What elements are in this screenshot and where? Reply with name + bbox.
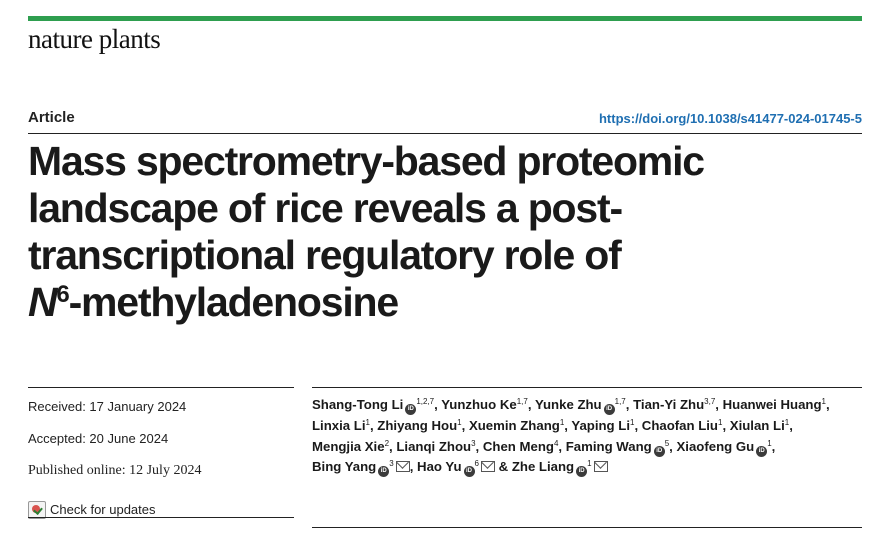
- title-line-4: N6-methyladenosine: [28, 279, 858, 326]
- dates-top-divider: [28, 387, 294, 388]
- published-date: Published online: 12 July 2024: [28, 463, 202, 478]
- title-superscript: 6: [56, 281, 69, 308]
- orcid-icon[interactable]: iD: [756, 445, 768, 457]
- author-separator: ,: [389, 438, 393, 454]
- affiliation-marker: 4: [553, 438, 559, 448]
- author-name[interactable]: Lianqi Zhou3: [396, 438, 476, 454]
- author-separator: ,: [669, 438, 673, 454]
- author-separator: ,: [527, 397, 532, 412]
- author-name[interactable]: Xiulan Li1: [729, 417, 790, 433]
- affiliation-marker: 3: [389, 459, 394, 469]
- dates-bottom-divider: [28, 517, 294, 518]
- author-name[interactable]: Yunzhuo Ke1,7: [441, 397, 528, 412]
- affiliation-marker: 6: [474, 459, 479, 469]
- affiliation-marker: 1: [784, 417, 790, 427]
- orcid-icon[interactable]: iD: [576, 466, 588, 478]
- affiliation-marker: 2: [384, 438, 390, 448]
- author-separator: ,: [369, 417, 374, 433]
- affiliation-marker: 1,7: [614, 397, 626, 406]
- article-type: Article: [28, 109, 75, 126]
- author-separator: ,: [409, 459, 414, 475]
- author-separator: ,: [789, 417, 793, 433]
- journal-color-bar: [28, 16, 862, 21]
- orcid-icon[interactable]: iD: [653, 445, 665, 457]
- affiliation-marker: 1: [718, 417, 723, 427]
- author-separator: ,: [715, 397, 719, 412]
- author-name[interactable]: Yunke Zhu iD1,7: [535, 397, 626, 415]
- author-separator: ,: [634, 417, 639, 433]
- author-name[interactable]: Zhiyang Hou1: [377, 417, 462, 433]
- header-divider: [28, 133, 862, 134]
- affiliation-marker: 1: [365, 417, 370, 427]
- orcid-icon[interactable]: iD: [405, 404, 417, 415]
- author-separator: ,: [461, 417, 466, 433]
- author-name[interactable]: Tian-Yi Zhu3,7: [633, 397, 716, 412]
- check-for-updates-label: Check for updates: [50, 502, 156, 517]
- author-separator: ,: [625, 397, 630, 412]
- title-line-2: landscape of rice reveals a post-: [28, 185, 623, 231]
- author-name[interactable]: Linxia Li1: [312, 417, 370, 433]
- affiliation-marker: 1: [587, 459, 592, 469]
- check-updates-icon: [28, 501, 46, 519]
- author-name[interactable]: Shang-Tong Li iD1,2,7: [312, 397, 435, 415]
- orcid-icon[interactable]: iD: [603, 404, 615, 415]
- affiliation-marker: 1: [457, 417, 462, 427]
- affiliation-marker: 1: [630, 417, 635, 427]
- author-name[interactable]: Mengjia Xie2: [312, 438, 390, 454]
- author-separator: ,: [771, 438, 776, 454]
- title-line-4-rest: -methyladenosine: [68, 279, 400, 325]
- mail-icon[interactable]: [593, 461, 608, 473]
- title-italic-n: N: [28, 279, 58, 325]
- doi-link[interactable]: https://doi.org/10.1038/s41477-024-01745…: [598, 111, 862, 126]
- mail-icon[interactable]: [395, 461, 410, 473]
- author-separator: ,: [434, 397, 438, 412]
- author-name[interactable]: Xiaofeng Gu iD1: [677, 438, 772, 457]
- affiliation-marker: 5: [664, 438, 670, 448]
- author-name[interactable]: Hao Yu iD6: [417, 459, 495, 478]
- affiliation-marker: 1: [559, 417, 565, 427]
- accepted-date: Accepted: 20 June 2024: [28, 431, 169, 446]
- affiliation-marker: 1,7: [516, 397, 528, 406]
- journal-name[interactable]: nature plants: [28, 24, 161, 54]
- affiliation-marker: 1,2,7: [416, 397, 435, 406]
- author-separator: ,: [722, 417, 727, 433]
- author-name[interactable]: Chen Meng4: [482, 438, 559, 454]
- author-separator: ,: [564, 417, 568, 433]
- author-separator: ,: [558, 438, 563, 454]
- title-line-1: Mass spectrometry-based proteomic: [28, 138, 705, 184]
- authors-bottom-divider: [312, 527, 862, 528]
- affiliation-marker: 3: [471, 438, 476, 448]
- author-separator: ,: [475, 438, 480, 454]
- author-name[interactable]: Xuemin Zhang1: [468, 417, 565, 433]
- author-name[interactable]: Zhe Liang iD1: [512, 459, 608, 478]
- author-separator: &: [494, 459, 509, 475]
- author-name[interactable]: Chaofan Liu1: [641, 417, 723, 433]
- mail-icon[interactable]: [480, 461, 495, 473]
- authors-top-divider: [312, 387, 862, 388]
- author-name[interactable]: Bing Yang iD3: [312, 459, 410, 478]
- title-line-3: transcriptional regulatory role of: [28, 232, 622, 278]
- author-name[interactable]: Huanwei Huang1: [722, 397, 826, 412]
- check-for-updates-button[interactable]: Check for updates: [28, 494, 294, 526]
- publication-dates: Received: 17 January 2024 Accepted: 20 J…: [28, 398, 294, 526]
- author-name[interactable]: Yaping Li1: [571, 417, 635, 433]
- affiliation-marker: 3,7: [704, 397, 716, 406]
- orcid-icon[interactable]: iD: [378, 466, 390, 478]
- author-name[interactable]: Faming Wang iD5: [566, 438, 670, 457]
- author-separator: ,: [826, 397, 830, 412]
- article-title: Mass spectrometry-based proteomic landsc…: [28, 138, 858, 326]
- orcid-icon[interactable]: iD: [463, 466, 475, 478]
- received-date: Received: 17 January 2024: [28, 399, 187, 414]
- affiliation-marker: 1: [767, 438, 772, 448]
- affiliation-marker: 1: [821, 397, 826, 406]
- author-list: Shang-Tong Li iD1,2,7, Yunzhuo Ke1,7, Yun…: [312, 395, 867, 478]
